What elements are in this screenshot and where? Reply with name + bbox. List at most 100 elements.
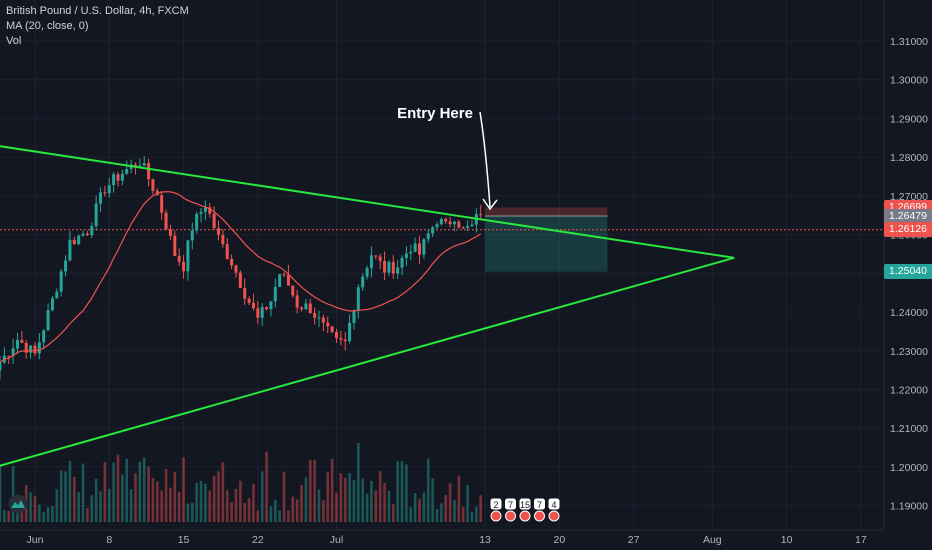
- candle-body: [221, 234, 225, 245]
- price-tick-label: 1.28000: [890, 152, 928, 164]
- volume-bar: [116, 454, 120, 522]
- candle-body: [418, 243, 422, 255]
- volume-bar: [138, 461, 142, 522]
- candle-body: [400, 257, 404, 268]
- price-tag: 1.26479: [884, 208, 932, 224]
- volume-bar: [190, 502, 194, 522]
- ma-legend[interactable]: MA (20, close, 0): [6, 20, 89, 32]
- candle-body: [295, 295, 299, 308]
- moving-average: [0, 191, 482, 363]
- price-tick-label: 1.29000: [890, 113, 928, 125]
- candle-body: [308, 303, 312, 314]
- candle-body: [142, 163, 146, 166]
- candle-body: [85, 233, 89, 236]
- candle-body: [15, 339, 19, 349]
- entry-annotation: Entry Here: [397, 105, 473, 122]
- candle-body: [466, 226, 470, 228]
- volume-bar: [287, 510, 290, 522]
- event-badge: [489, 497, 503, 511]
- candle-body: [164, 212, 168, 230]
- candle-body: [374, 255, 378, 257]
- trendline-upper: [0, 145, 735, 259]
- event-markers[interactable]: 2 7 15 7 4: [489, 497, 561, 522]
- price-tag: 1.26126: [884, 222, 932, 238]
- candle-body: [55, 291, 59, 299]
- volume-bar: [134, 473, 137, 522]
- time-tick-label: Aug: [703, 534, 722, 546]
- volume-bar: [448, 483, 452, 522]
- candle-body: [479, 214, 483, 216]
- volume-bar: [20, 509, 24, 522]
- volume-bar: [59, 470, 63, 522]
- price-tick-label: 1.20000: [890, 462, 928, 474]
- candle-body: [286, 274, 290, 286]
- candle-body: [291, 285, 295, 296]
- candle-body: [313, 313, 317, 318]
- volume-bar: [195, 482, 198, 522]
- candle-body: [133, 164, 137, 167]
- volume-bar: [156, 481, 159, 522]
- event-badge: [504, 497, 517, 511]
- tradingview-logo-icon[interactable]: [6, 494, 30, 514]
- time-tick-label: 17: [855, 534, 867, 546]
- volume-bar: [177, 491, 181, 522]
- candle-body: [234, 265, 238, 273]
- volume-bar: [304, 477, 308, 522]
- volume-bar: [90, 495, 94, 522]
- trendlines[interactable]: [0, 145, 735, 467]
- candle-body: [59, 271, 63, 292]
- candle-body: [24, 342, 28, 353]
- candle-body: [195, 213, 199, 231]
- candle-body: [330, 326, 334, 333]
- volume-bar: [479, 495, 482, 522]
- price-tick-label: 1.24000: [890, 307, 928, 319]
- candle-body: [173, 235, 177, 256]
- volume-bar: [142, 457, 146, 522]
- candle-body: [68, 240, 72, 261]
- volume-bar: [269, 506, 273, 522]
- candle-body: [348, 322, 352, 342]
- volume-bar: [225, 490, 229, 522]
- volume-bar: [300, 484, 303, 522]
- candle-body: [365, 268, 369, 277]
- candle-body: [72, 240, 76, 245]
- take-profit-zone: [485, 216, 608, 272]
- volume-bar: [274, 499, 277, 522]
- candle-body: [90, 226, 94, 236]
- volume-bar: [68, 460, 72, 522]
- candle-body: [182, 261, 186, 272]
- volume-bar: [125, 458, 129, 522]
- volume-bar: [326, 472, 330, 522]
- position-zones[interactable]: [0, 207, 884, 272]
- candle-body: [199, 211, 203, 214]
- candle-body: [383, 261, 387, 273]
- candle-body: [317, 317, 321, 319]
- trendline-lower: [0, 256, 735, 467]
- candle-body: [64, 260, 68, 272]
- volume-bar: [291, 496, 295, 522]
- volume-bar: [392, 504, 395, 522]
- candle-body: [238, 272, 242, 288]
- event-flag-icon: [534, 510, 545, 522]
- volume-bar: [234, 489, 238, 522]
- volume-bar: [99, 491, 102, 522]
- candle-body: [356, 287, 360, 311]
- volume-bar: [64, 471, 67, 522]
- volume-bar: [405, 464, 408, 522]
- vol-legend[interactable]: Vol: [6, 35, 22, 47]
- candle-body: [225, 244, 229, 259]
- event-flag-icon: [505, 510, 516, 522]
- candle-body: [138, 165, 142, 167]
- volume-bar: [409, 507, 413, 522]
- volume-bar: [348, 473, 351, 522]
- candle-body: [278, 274, 282, 287]
- time-axis[interactable]: Jun 8 15 22 Jul 13 20 27 Aug 10 17: [0, 529, 884, 546]
- volume-bar: [339, 473, 343, 522]
- time-tick-label: Jun: [26, 534, 43, 546]
- symbol-title[interactable]: British Pound / U.S. Dollar, 4h, FXCM: [6, 5, 189, 17]
- volume-bar: [0, 466, 2, 522]
- volume-bar: [55, 489, 59, 522]
- candle-body: [99, 192, 103, 204]
- time-tick-label: 27: [628, 534, 640, 546]
